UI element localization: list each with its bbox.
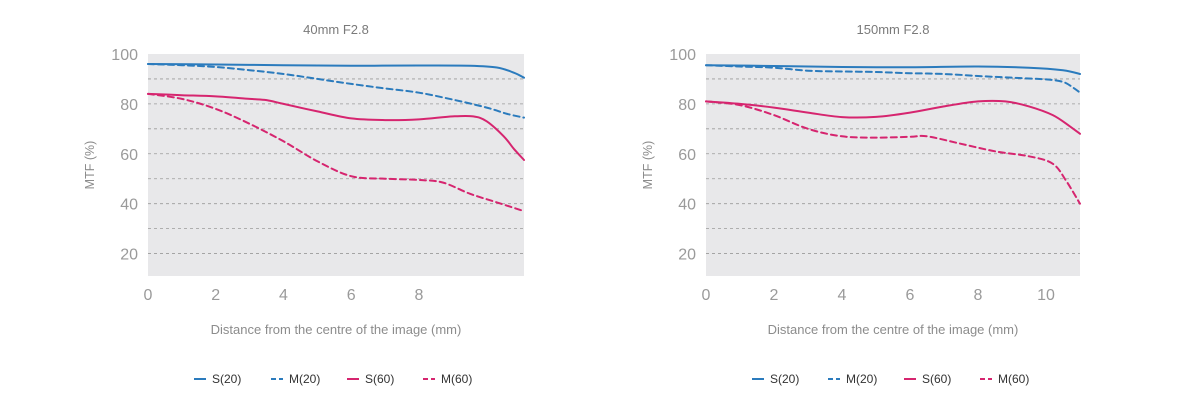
x-tick-label: 4 <box>279 287 288 304</box>
y-tick-label: 80 <box>120 97 138 114</box>
series-line-m60 <box>705 100 1081 205</box>
x-tick-label: 2 <box>770 287 779 304</box>
y-tick-label: 100 <box>669 47 696 64</box>
y-tick-label: 100 <box>111 47 138 64</box>
legend-label: S(20) <box>770 372 799 386</box>
series-line-m20 <box>147 63 525 119</box>
chart-title: 150mm F2.8 <box>857 22 930 37</box>
y-tick-label: 80 <box>678 97 696 114</box>
x-tick-label: 8 <box>974 287 983 304</box>
chart-2: 150mm F2.8 20 40 60 80 100 0 2 4 6 8 10 MTF (%) Dista… <box>641 22 1081 386</box>
y-tick-label: 60 <box>120 147 138 164</box>
plot-area <box>706 54 1080 276</box>
y-tick-label: 40 <box>120 197 138 214</box>
chart-title: 40mm F2.8 <box>303 22 369 37</box>
y-axis-label: MTF (%) <box>641 141 655 190</box>
chart-1: 40mm F2.8 20 40 60 80 100 0 2 4 6 8 MTF (%) Distance… <box>83 22 525 386</box>
x-tick-label: 0 <box>144 287 153 304</box>
x-tick-label: 8 <box>415 287 424 304</box>
x-tick-label: 6 <box>347 287 356 304</box>
legend-label: M(60) <box>441 372 472 386</box>
x-axis-label: Distance from the centre of the image (m… <box>768 322 1019 337</box>
y-tick-label: 40 <box>678 197 696 214</box>
series-line-m20 <box>705 64 1081 94</box>
y-tick-label: 20 <box>120 247 138 264</box>
series-line-s20 <box>705 64 1081 75</box>
y-axis-label: MTF (%) <box>83 141 97 190</box>
x-tick-label: 6 <box>906 287 915 304</box>
legend-label: M(20) <box>289 372 320 386</box>
series-line-s60 <box>147 92 525 161</box>
legend-label: S(60) <box>922 372 951 386</box>
legend-label: S(20) <box>212 372 241 386</box>
x-tick-label: 0 <box>702 287 711 304</box>
x-tick-label: 2 <box>211 287 220 304</box>
x-tick-label: 10 <box>1037 287 1055 304</box>
y-tick-label: 20 <box>678 247 696 264</box>
series-line-m60 <box>147 92 525 213</box>
legend-label: M(60) <box>998 372 1029 386</box>
series-line-s60 <box>705 99 1081 135</box>
series-line-s20 <box>147 63 525 79</box>
x-axis-label: Distance from the centre of the image (m… <box>211 322 462 337</box>
legend-label: M(20) <box>846 372 877 386</box>
legend-label: S(60) <box>365 372 394 386</box>
plot-area <box>148 54 524 276</box>
x-tick-label: 4 <box>838 287 847 304</box>
y-tick-label: 60 <box>678 147 696 164</box>
